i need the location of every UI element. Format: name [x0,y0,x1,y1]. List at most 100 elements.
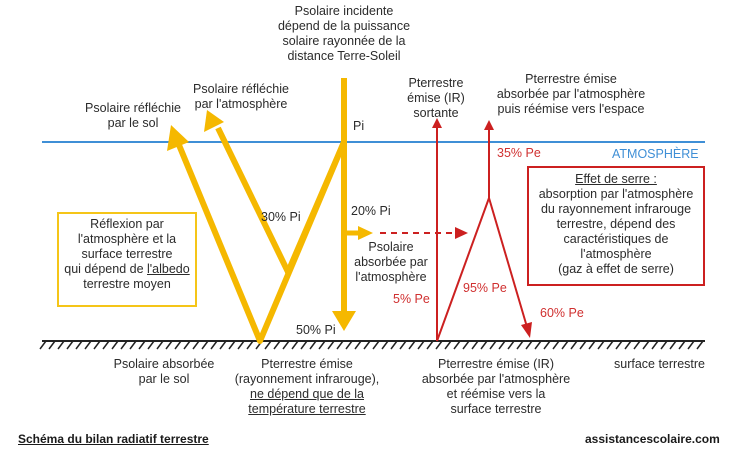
albedo-line: qui dépend de l'albedo [64,262,190,276]
ground-hatch [399,340,407,350]
ground-hatch [561,340,569,350]
pct35-label: 35% Pe [497,146,541,160]
ground-hatch [372,340,380,350]
reflected-ground-in [257,139,347,344]
atmosphere-label: ATMOSPHÈRE [612,147,699,161]
ground-hatch [219,340,227,350]
ground-hatch [246,340,254,350]
ground-hatch [444,340,452,350]
ground-hatch [318,340,326,350]
ground-hatch [102,340,110,350]
reflected-ground-arrowhead [167,125,189,151]
ir-outgoing-arrowhead [432,118,442,128]
ground-hatch [84,340,92,350]
ground-hatch [237,340,245,350]
ground-hatch [390,340,398,350]
pterrestre-ir-absorbed-label: Pterrestre émise (IR) absorbée par l'atm… [421,357,571,416]
pct95-label: 95% Pe [463,281,507,295]
ground-hatch [354,340,362,350]
pct50-label: 50% Pi [296,323,336,337]
ground-hatch [174,340,182,350]
ground-hatch [201,340,209,350]
ground-hatch [660,340,668,350]
ground-hatch [453,340,461,350]
ground-hatch [39,340,47,350]
ground-absorbed-label: Psolaire absorbée par le sol [113,357,215,386]
ground-hatch [291,340,299,350]
ground-hatch [183,340,191,350]
ground-hatch [687,340,695,350]
ground-hatch [579,340,587,350]
ground-hatch [696,340,704,350]
ground-hatch [138,340,146,350]
footer-site: assistancescolaire.com [585,432,720,446]
ground-hatch [363,340,371,350]
ground-hatch [651,340,659,350]
ground-hatch [66,340,74,350]
ground-hatch [75,340,83,350]
ground-hatch [606,340,614,350]
absorbed-atmos-label: Psolaire absorbée par l'atmosphère [354,240,428,284]
reflected-atmos-label: Psolaire réfléchie par l'atmosphère [193,82,289,111]
ground-hatch [192,340,200,350]
dashed-link-arrowhead [455,227,468,239]
ground-hatch [669,340,677,350]
ground-hatch [534,340,542,350]
ground-hatch [462,340,470,350]
solar-arrows [167,78,373,344]
ground-hatch [273,340,281,350]
pi-label: Pi [353,119,365,133]
ground-hatch [282,340,290,350]
pct5-label: 5% Pe [393,292,430,306]
pct20-label: 20% Pi [351,204,391,218]
ground-hatch [516,340,524,350]
ground-hatch [309,340,317,350]
ground-hatch [507,340,515,350]
pct30-label: 30% Pi [261,210,301,224]
ground-hatch [408,340,416,350]
ground-hatch [327,340,335,350]
ground-hatch [417,340,425,350]
ground-hatch [480,340,488,350]
ground-hatch [111,340,119,350]
ground-hatch [678,340,686,350]
reemitted-ground-arrowhead [521,322,532,338]
ground-hatch [345,340,353,350]
reflected-ground-label: Psolaire réfléchie par le sol [85,101,181,130]
ground-hatch [120,340,128,350]
ground-hatch [633,340,641,350]
ground-hatch [489,340,497,350]
footer-title: Schéma du bilan radiatif terrestre [18,432,209,446]
ground-hatch [498,340,506,350]
ground-hatch [129,340,137,350]
ground-hatch [156,340,164,350]
ground-hatch [165,340,173,350]
ground-hatch [210,340,218,350]
pct60-label: 60% Pe [540,306,584,320]
reflected-ground-out [176,143,263,343]
reemitted-space-arrowhead [484,120,494,130]
reemitted-ground-arrow [488,197,528,328]
ground-hatch [588,340,596,350]
ground-hatch [381,340,389,350]
ground-hatch [615,340,623,350]
surface-label: surface terrestre [614,357,706,371]
ground-surface [39,340,705,350]
ground-hatch [300,340,308,350]
ground-hatch [543,340,551,350]
incident-label: Psolaire incidente dépend de la puissanc… [277,4,411,63]
ground-hatch [642,340,650,350]
ground-hatch [426,340,434,350]
ground-hatch [93,340,101,350]
greenhouse-title: Effet de serre : [575,172,657,186]
terrestrial-arrows [380,118,532,342]
ground-hatch [228,340,236,350]
pterrestre-emise-label: Pterrestre émise (rayonnement infrarouge… [234,357,380,416]
ground-hatch [147,340,155,350]
greenhouse-box: Effet de serre : absorption par l'atmosp… [527,166,705,286]
ground-hatch [597,340,605,350]
ground-hatch [552,340,560,350]
ground-hatch [525,340,533,350]
ground-hatch [570,340,578,350]
